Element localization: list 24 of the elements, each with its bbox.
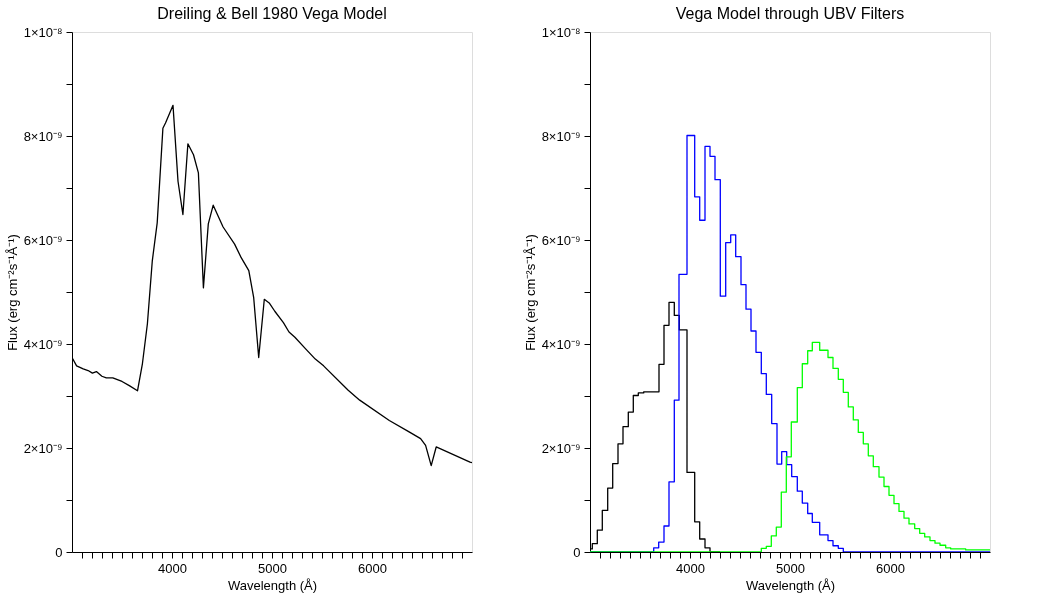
x-tick-label: 4000: [158, 560, 187, 576]
y-tick-label: 4×10⁻⁹: [541, 336, 581, 352]
y-tick-label: 2×10⁻⁹: [541, 440, 581, 456]
chart-title: Vega Model through UBV Filters: [675, 5, 905, 22]
y-tick-label: 0: [55, 544, 63, 560]
y-tick-label: 4×10⁻⁹: [23, 336, 63, 352]
x-tick-label: 4000: [676, 560, 705, 576]
y-tick-label: 6×10⁻⁹: [541, 232, 581, 248]
y-tick-label: 1×10⁻⁸: [23, 24, 63, 40]
y-tick-label: 8×10⁻⁹: [541, 128, 581, 144]
x-tick-label: 6000: [358, 560, 387, 576]
y-tick-label: 1×10⁻⁸: [541, 24, 581, 40]
y-axis-title: Flux (erg cm⁻²s⁻¹Å⁻¹): [4, 234, 20, 351]
x-tick-label: 6000: [876, 560, 905, 576]
x-axis-title: Wavelength (Å): [227, 577, 318, 593]
y-tick-label: 6×10⁻⁹: [23, 232, 63, 248]
x-tick-label: 5000: [776, 560, 805, 576]
y-tick-label: 0: [573, 544, 581, 560]
y-tick-label: 8×10⁻⁹: [23, 128, 63, 144]
chart-title: Dreiling & Bell 1980 Vega Model: [157, 5, 387, 22]
y-tick-label: 2×10⁻⁹: [23, 440, 63, 456]
x-tick-label: 5000: [258, 560, 287, 576]
x-axis-title: Wavelength (Å): [745, 577, 836, 593]
y-axis-title: Flux (erg cm⁻²s⁻¹Å⁻¹): [522, 234, 538, 351]
